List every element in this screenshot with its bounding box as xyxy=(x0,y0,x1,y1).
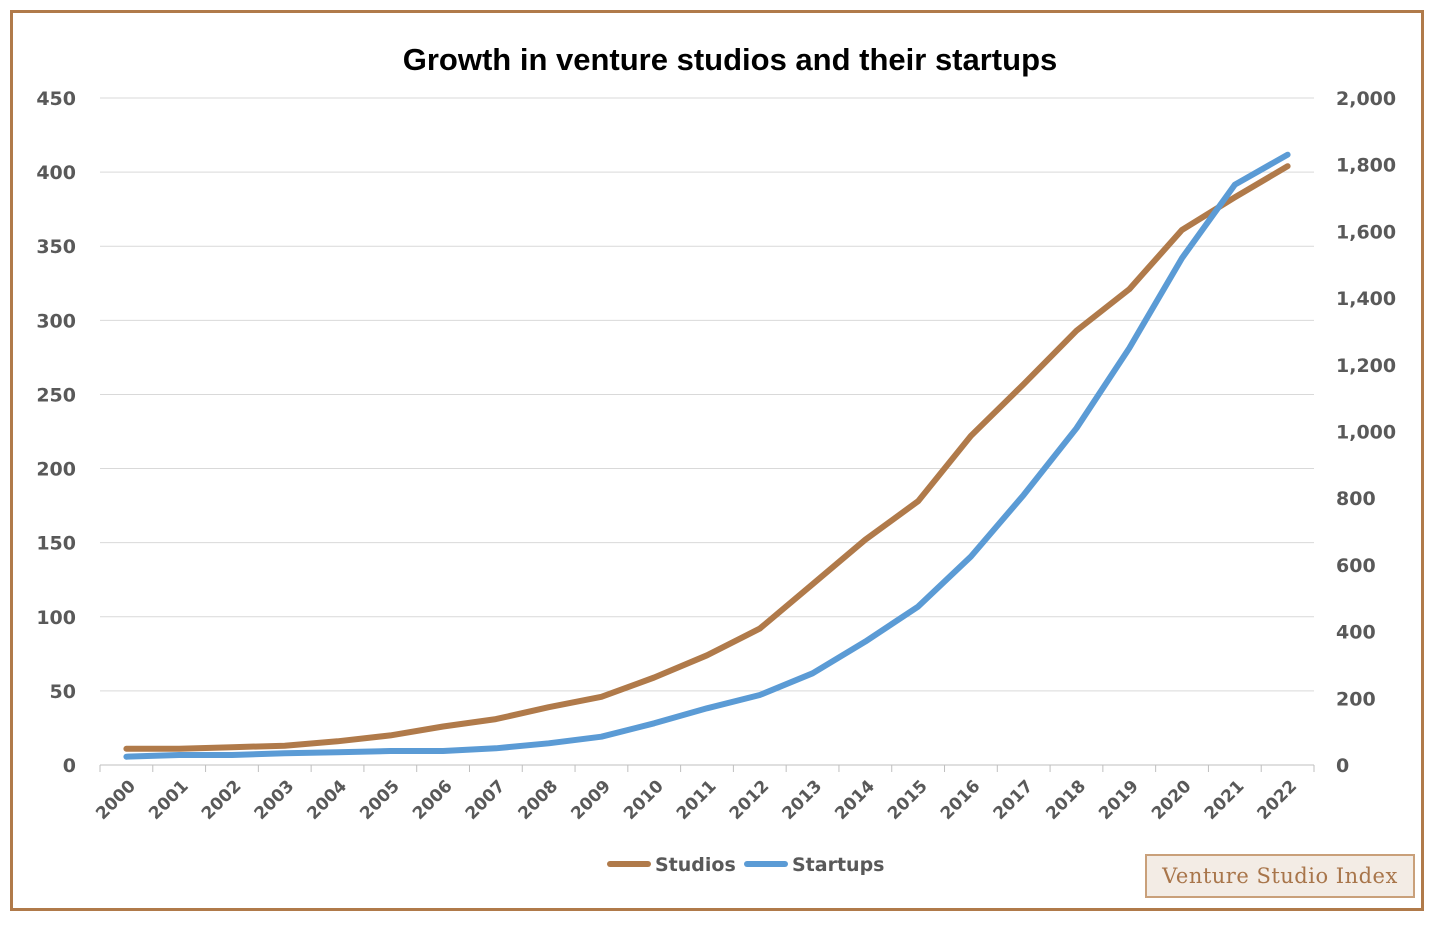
y-right-tick-label: 800 xyxy=(1336,488,1376,510)
x-tick-label: 2005 xyxy=(356,776,404,824)
x-tick-label: 2020 xyxy=(1148,776,1196,824)
y-left-tick-label: 200 xyxy=(36,459,76,481)
x-tick-label: 2015 xyxy=(884,776,932,824)
y-right-tick-label: 600 xyxy=(1336,555,1376,577)
x-tick-label: 2006 xyxy=(409,776,457,824)
x-tick-label: 2012 xyxy=(726,776,774,824)
x-tick-label: 2000 xyxy=(92,776,140,824)
x-tick-label: 2009 xyxy=(567,776,615,824)
x-tick-label: 2011 xyxy=(673,776,721,824)
y-axis-left: 0 50 100 150 200 250 300 350 400 450 xyxy=(36,88,76,777)
legend-label-studios: Studios xyxy=(655,854,736,876)
y-left-tick-label: 100 xyxy=(36,607,76,629)
y-left-tick-label: 250 xyxy=(36,384,76,406)
y-right-tick-label: 200 xyxy=(1336,688,1376,710)
x-tick-label: 2014 xyxy=(831,776,879,824)
x-tick-label: 2002 xyxy=(198,776,246,824)
y-right-tick-label: 400 xyxy=(1336,622,1376,644)
series-lines xyxy=(123,151,1291,760)
series-line-startups xyxy=(123,151,1291,760)
x-tick-label: 2021 xyxy=(1201,776,1249,824)
x-tick-label: 2022 xyxy=(1254,776,1302,824)
x-tick-label: 2018 xyxy=(1042,776,1090,824)
y-left-tick-label: 450 xyxy=(36,88,76,110)
chart-frame xyxy=(10,10,1424,911)
y-right-tick-label: 2,000 xyxy=(1336,88,1396,110)
x-tick-label: 2007 xyxy=(462,776,510,824)
gridlines xyxy=(100,97,1314,692)
y-axis-right: 0 200 400 600 800 1,000 1,200 1,400 1,600 1,800 2,… xyxy=(1336,88,1396,777)
legend-label-startups: Startups xyxy=(792,854,884,876)
y-right-tick-label: 1,000 xyxy=(1336,422,1396,444)
y-left-tick-label: 0 xyxy=(63,755,76,777)
chart-title: Growth in venture studios and their star… xyxy=(403,42,1058,77)
y-right-tick-label: 1,800 xyxy=(1336,155,1396,177)
x-tick-label: 2008 xyxy=(515,776,563,824)
x-tick-label: 2016 xyxy=(937,776,985,824)
watermark-logo: Venture Studio Index xyxy=(1145,854,1415,898)
y-right-tick-label: 1,600 xyxy=(1336,221,1396,243)
x-tick-label: 2013 xyxy=(778,776,826,824)
x-tick-label: 2017 xyxy=(990,776,1038,824)
y-left-tick-label: 50 xyxy=(50,681,76,703)
x-tick-label: 2003 xyxy=(251,776,299,824)
series-line-studios xyxy=(123,163,1291,752)
y-left-tick-label: 400 xyxy=(36,162,76,184)
y-left-tick-label: 300 xyxy=(36,310,76,332)
x-tick-label: 2010 xyxy=(620,776,668,824)
x-axis: 2000 2001 2002 2003 2004 2005 2006 2007 2008 2009… xyxy=(92,764,1315,824)
x-tick-label: 2001 xyxy=(145,776,193,824)
y-right-tick-label: 0 xyxy=(1336,755,1349,777)
y-left-tick-label: 350 xyxy=(36,236,76,258)
x-tick-label: 2004 xyxy=(303,776,351,824)
y-right-tick-label: 1,400 xyxy=(1336,288,1396,310)
x-tick-label: 2019 xyxy=(1095,776,1143,824)
y-right-tick-label: 1,200 xyxy=(1336,355,1396,377)
y-left-tick-label: 150 xyxy=(36,533,76,555)
legend: Studios Startups xyxy=(607,854,884,876)
